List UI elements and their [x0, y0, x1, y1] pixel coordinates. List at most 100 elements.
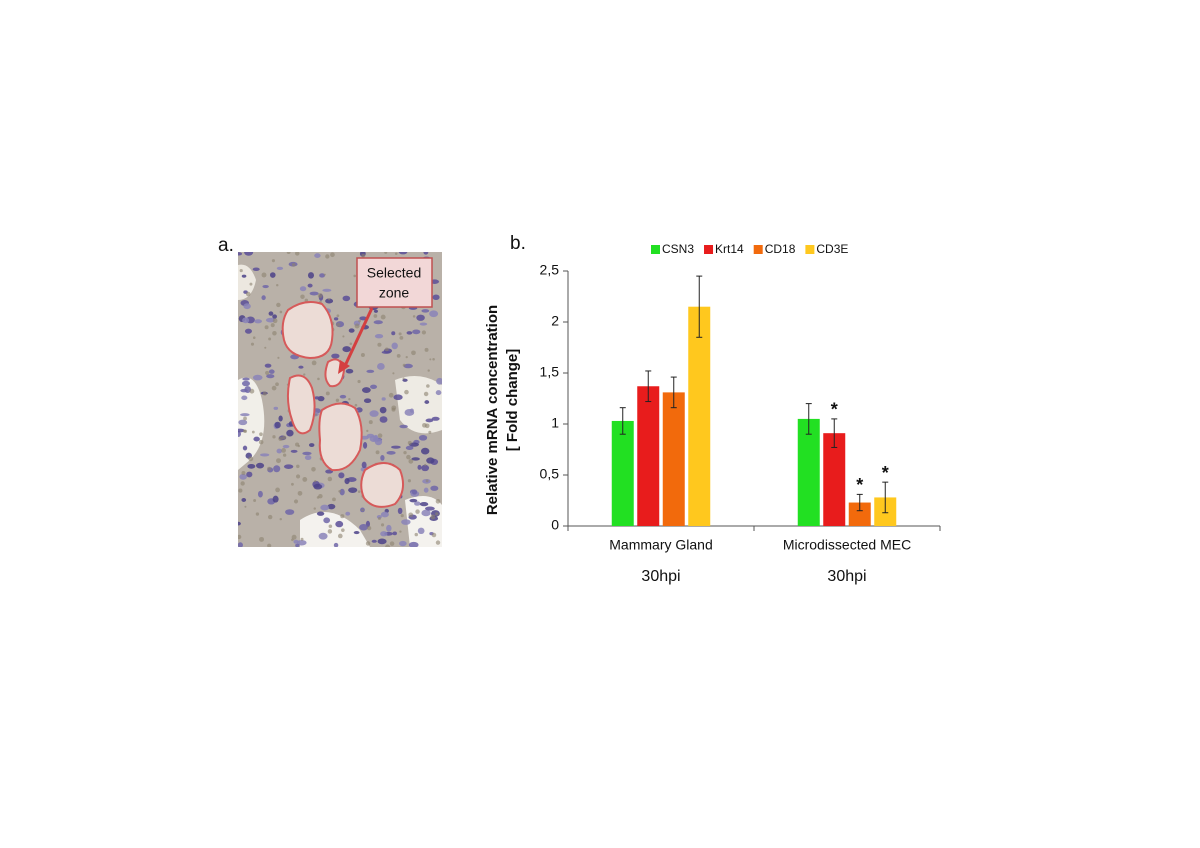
tissue-nucleus — [391, 331, 396, 336]
tissue-nucleus — [436, 377, 442, 385]
tissue-speck — [313, 507, 316, 510]
tissue-nucleus — [370, 384, 378, 389]
tissue-speck — [373, 314, 378, 318]
tissue-speck — [317, 377, 320, 381]
tissue-speck — [402, 377, 405, 380]
tissue-nucleus — [240, 413, 250, 417]
tissue-speck — [241, 470, 246, 475]
tissue-nucleus — [430, 485, 439, 491]
tissue-speck — [421, 330, 427, 335]
tissue-nucleus — [361, 461, 367, 469]
tissue-speck — [435, 512, 439, 516]
tissue-nucleus — [429, 310, 439, 318]
tissue-speck — [261, 272, 267, 278]
tissue-nucleus — [307, 283, 313, 288]
tissue-speck — [388, 392, 394, 398]
tissue-nucleus — [419, 322, 428, 326]
tissue-speck — [405, 356, 408, 359]
tissue-nucleus — [252, 267, 260, 272]
tissue-nucleus — [419, 501, 429, 507]
tissue-speck — [327, 476, 333, 482]
tissue-speck — [276, 302, 281, 308]
tissue-nucleus — [373, 434, 379, 442]
x-tick-label: Mammary Gland — [609, 537, 712, 553]
error-bar — [696, 275, 703, 338]
tissue-speck — [415, 509, 420, 514]
tissue-speck — [338, 489, 342, 493]
tissue-nucleus — [359, 316, 367, 321]
tissue-speck — [407, 440, 412, 445]
error-bar — [645, 370, 652, 403]
tissue-nucleus — [317, 395, 325, 402]
tissue-nucleus — [274, 421, 281, 429]
tissue-nucleus — [323, 517, 331, 524]
tissue-speck — [314, 413, 318, 416]
tissue-speck — [264, 325, 269, 330]
tissue-nucleus — [380, 455, 385, 461]
error-bar — [670, 376, 677, 409]
tissue-nucleus — [398, 252, 408, 255]
tissue-speck — [330, 252, 335, 258]
y-axis-label: Relative mRNA concentration — [484, 305, 501, 515]
tissue-speck — [328, 524, 333, 529]
tissue-nucleus — [255, 462, 265, 469]
tissue-speck — [248, 456, 254, 462]
tissue-speck — [264, 346, 267, 349]
tissue-nucleus — [238, 419, 248, 426]
tissue-speck — [400, 514, 404, 518]
tissue-speck — [368, 420, 373, 425]
tissue-speck — [377, 517, 381, 520]
tissue-nucleus — [241, 395, 248, 401]
tissue-speck — [407, 479, 412, 483]
tissue-speck — [311, 360, 317, 366]
tissue-nucleus — [374, 334, 384, 339]
tissue-speck — [311, 466, 316, 472]
tissue-speck — [291, 538, 294, 542]
tissue-speck — [300, 537, 304, 541]
tissue-nucleus — [363, 398, 372, 404]
tissue-speck — [341, 528, 345, 532]
bar — [611, 420, 634, 526]
tissue-nucleus — [335, 520, 344, 528]
tissue-speck — [377, 433, 383, 438]
panel-label: a. — [218, 235, 234, 256]
tissue-speck — [361, 253, 366, 258]
tissue-speck — [332, 497, 336, 502]
tissue-speck — [337, 533, 343, 539]
tissue-nucleus — [304, 455, 312, 461]
tissue-nucleus — [377, 363, 385, 370]
tissue-nucleus — [259, 453, 270, 457]
tissue-nucleus — [405, 445, 414, 450]
tissue-nucleus — [302, 451, 312, 456]
tissue-nucleus — [391, 445, 401, 449]
tissue-speck — [408, 512, 414, 518]
tissue-speck — [282, 435, 287, 440]
tissue-speck — [275, 487, 280, 493]
tissue-nucleus — [293, 539, 299, 544]
legend-swatch — [753, 245, 763, 254]
tissue-nucleus — [423, 252, 429, 255]
tissue-nucleus — [342, 346, 351, 353]
tissue-speck — [357, 379, 361, 384]
tissue-nucleus — [416, 314, 425, 321]
tissue-speck — [295, 252, 300, 256]
tissue-speck — [348, 397, 351, 401]
tissue-nucleus — [318, 532, 328, 540]
tissue-speck — [281, 448, 286, 453]
tissue-nucleus — [345, 368, 354, 374]
tissue-nucleus — [241, 274, 247, 278]
tissue-nucleus — [373, 309, 378, 313]
tissue-nucleus — [377, 538, 387, 545]
tissue-speck — [430, 514, 436, 520]
tissue-nucleus — [432, 294, 440, 301]
tissue-nucleus — [276, 448, 282, 454]
tissue-speck — [271, 259, 275, 263]
tissue-speck — [353, 274, 357, 278]
significance-marker: * — [882, 463, 889, 483]
tissue-nucleus — [325, 298, 334, 304]
tissue-speck — [325, 254, 330, 259]
tissue-nucleus — [353, 531, 360, 535]
selected-regions — [281, 301, 405, 508]
tissue-speck — [276, 283, 279, 287]
tissue-speck — [354, 403, 358, 407]
